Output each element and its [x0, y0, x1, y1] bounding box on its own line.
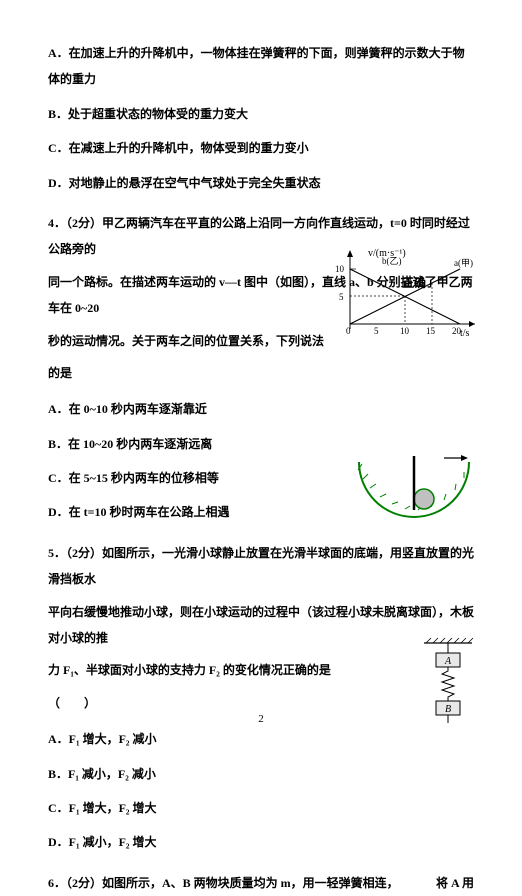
q5-stem-line1: 5．（2分）如图所示，一光滑小球静止放置在光滑半球面的底端，用竖直放置的光滑挡板…	[48, 540, 474, 593]
q4-stem3-left: 秒的运动情况。关于两车之间的位置关系，下列说法	[48, 328, 324, 354]
q6-stem-line1-right: 将 A 用	[436, 870, 474, 896]
q4-graph-xlabel: t/s	[460, 328, 470, 339]
q3-opt-b: B．处于超重状态的物体受的重力变大	[48, 101, 474, 127]
q5-stem-line3: 力 F₁、半球面对小球的支持力 F₂ 的变化情况正确的是	[48, 657, 474, 683]
q3-opt-c: C．在减速上升的升降机中，物体受到的重力变小	[48, 135, 474, 161]
q5-hemisphere-figure	[354, 452, 474, 526]
q4-line-a-label: a(甲)	[454, 258, 473, 268]
q4-xtick-3: 15	[426, 326, 436, 336]
q4-velocity-time-graph: v/(m·s⁻¹) t/s a(甲) b(乙) 0 5 10 15 20 5 1…	[330, 244, 480, 344]
q6-spring-blocks-figure: A B	[418, 637, 478, 727]
q6-block-b-label: B	[445, 704, 451, 715]
q6-block-a-label: A	[444, 656, 452, 667]
q5-stem-line2: 平向右缓慢地推动小球，则在小球运动的过程中（该过程小球未脱离球面），木板对小球的…	[48, 599, 474, 652]
q4-opt-a: A．在 0~10 秒内两车逐渐靠近	[48, 396, 474, 422]
q4-ytick-1: 10	[335, 264, 345, 274]
q5-opt-b: B．F₁ 减小，F₂ 减小	[48, 761, 474, 787]
q3-opt-a: A．在加速上升的升降机中，一物体挂在弹簧秤的下面，则弹簧秤的示数大于物体的重力	[48, 40, 474, 93]
q6-stem-line1: 6．（2分）如图所示，A、B 两物块质量均为 m，用一轻弹簧相连，	[48, 870, 399, 896]
q4-ytick-0: 5	[339, 292, 344, 302]
q4-xtick-2: 10	[400, 326, 410, 336]
page-number: 2	[258, 707, 264, 731]
q4-stem-line4: 的是	[48, 360, 474, 386]
question-6: 6．（2分）如图所示，A、B 两物块质量均为 m，用一轻弹簧相连， 将 A 用	[48, 870, 474, 896]
q5-opt-c: C．F₁ 增大，F₂ 增大	[48, 795, 474, 821]
q3-opt-d: D．对地静止的悬浮在空气中气球处于完全失重状态	[48, 170, 474, 196]
q4-xtick-4: 20	[452, 326, 462, 336]
q4-xtick-0: 0	[346, 326, 351, 336]
question-5: 5．（2分）如图所示，一光滑小球静止放置在光滑半球面的底端，用竖直放置的光滑挡板…	[48, 540, 474, 856]
q5-opt-d: D．F₁ 减小，F₂ 增大	[48, 829, 474, 855]
q4-xtick-1: 5	[374, 326, 379, 336]
q4-line-b-label: b(乙)	[382, 256, 402, 266]
